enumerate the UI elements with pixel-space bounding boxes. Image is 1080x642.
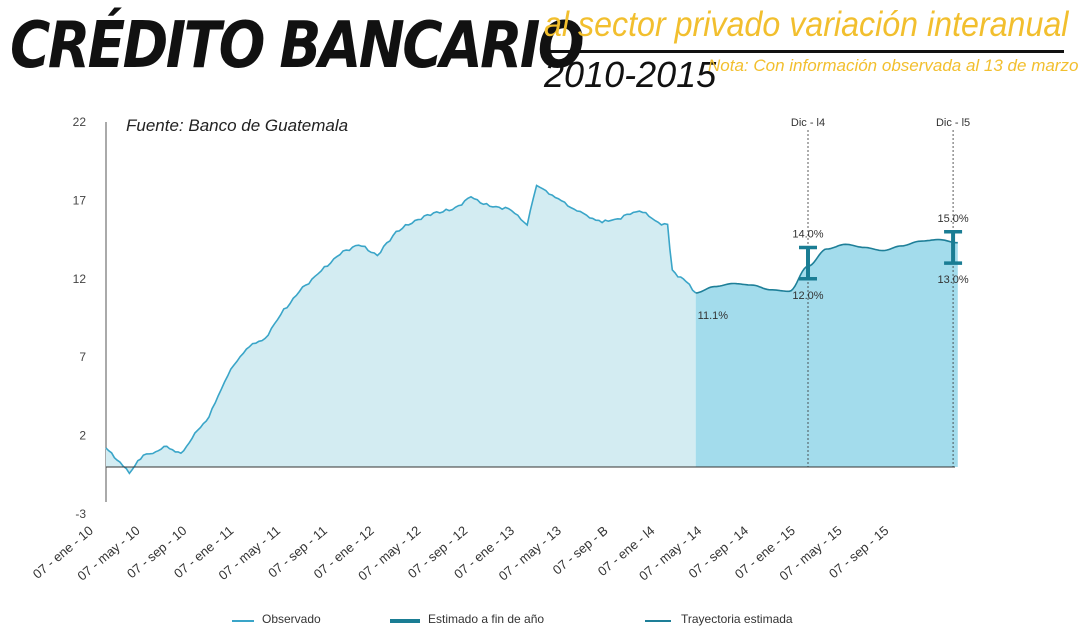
y-tick-label: 22 xyxy=(73,115,87,129)
y-tick-label: 12 xyxy=(73,272,87,286)
chart-areas xyxy=(106,185,958,474)
estimate-low-label: 13.0% xyxy=(937,274,968,286)
y-tick-label: -3 xyxy=(75,507,86,521)
estimate-markers: Dic - l4 14.0% 12.0% Dic - l5 15.0% 13.0% 11.1… xyxy=(698,117,970,467)
estimate-low-label: 12.0% xyxy=(792,290,823,302)
estimate-marker-label: Dic - l4 xyxy=(791,117,825,129)
estimate-marker-label: Dic - l5 xyxy=(936,117,970,129)
estimated-area xyxy=(695,239,958,467)
y-tick-label: 17 xyxy=(73,193,87,207)
chart-note: Nota: Con información observada al 13 de… xyxy=(708,56,1079,75)
chart-years: 2010-2015 xyxy=(544,54,717,95)
series-line-observado xyxy=(105,184,697,475)
legend-label: Observado xyxy=(262,612,321,626)
estimate-high-label: 14.0% xyxy=(792,228,823,240)
y-tick-label: 2 xyxy=(79,429,86,443)
chart-lines xyxy=(105,184,958,475)
estimate-high-label: 15.0% xyxy=(937,213,968,225)
y-axis: 22 17 12 7 2 -3 xyxy=(73,115,107,521)
series-line-trayectoria xyxy=(695,238,958,294)
legend-swatch-trayectoria xyxy=(645,620,671,622)
legend-label: Trayectoria estimada xyxy=(681,612,793,626)
legend-swatch-estimado xyxy=(390,619,420,623)
data-label: 11.1% xyxy=(698,310,729,322)
chart-subtitle: al sector privado variación interanual xyxy=(544,5,1069,44)
title-divider xyxy=(544,50,1064,53)
chart-source: Fuente: Banco de Guatemala xyxy=(126,116,349,135)
chart-title: CRÉDITO BANCARIO xyxy=(10,9,585,83)
legend-label: Estimado a fin de año xyxy=(428,612,545,626)
y-tick-label: 7 xyxy=(79,350,86,364)
legend-swatch-observado xyxy=(232,620,254,622)
observed-area xyxy=(106,185,696,474)
